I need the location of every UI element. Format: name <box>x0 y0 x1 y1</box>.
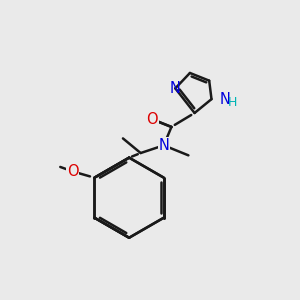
Text: N: N <box>220 92 231 106</box>
Text: O: O <box>67 164 79 179</box>
Text: O: O <box>146 112 158 127</box>
Text: H: H <box>228 97 237 110</box>
Text: N: N <box>158 138 169 153</box>
Text: N: N <box>170 81 181 96</box>
